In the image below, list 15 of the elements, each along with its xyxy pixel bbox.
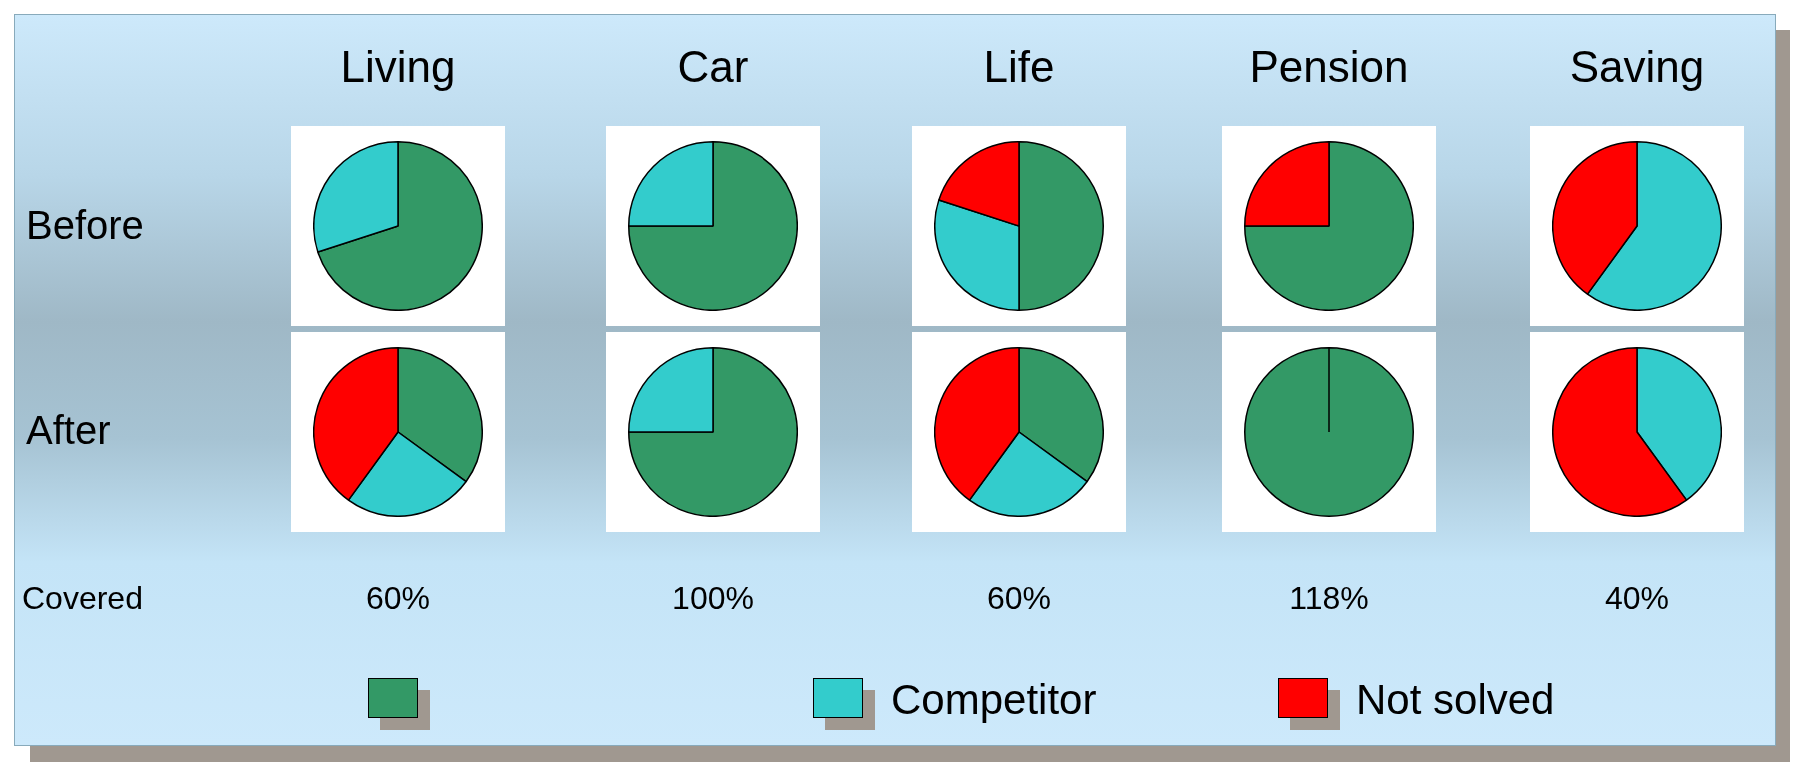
chart-title: Saving (1568, 42, 1706, 92)
chart-title: Life (982, 42, 1056, 92)
text: After (26, 408, 111, 453)
text: 60% (364, 580, 431, 617)
legend-label: Not solved (1356, 676, 1555, 724)
text: 118% (1288, 580, 1370, 617)
chart-title: Pension (1248, 42, 1410, 92)
chart-title: Car (676, 42, 750, 92)
text: 100% (671, 580, 755, 617)
chart-title: Living (339, 42, 457, 92)
text: 40% (1603, 580, 1670, 617)
text: Covered (22, 580, 143, 617)
text: 60% (985, 580, 1052, 617)
legend-label: Competitor (891, 676, 1097, 724)
text: Before (26, 203, 144, 248)
